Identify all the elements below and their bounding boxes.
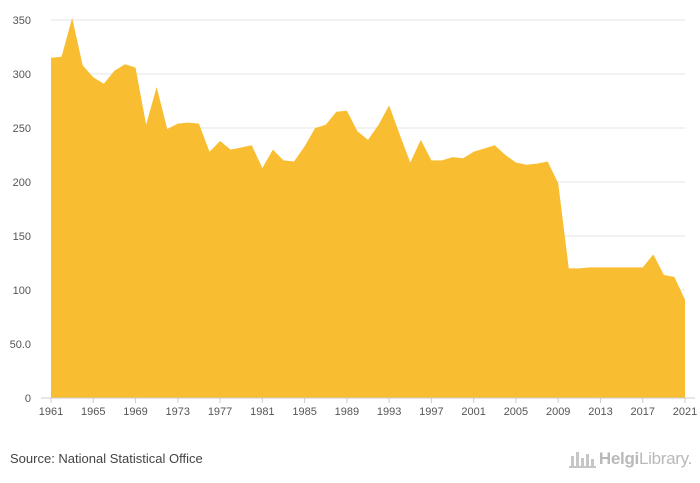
x-tick-label: 2021 <box>673 406 697 418</box>
x-tick-label: 1969 <box>123 406 147 418</box>
x-tick-label: 1997 <box>419 406 443 418</box>
y-tick-label: 150 <box>13 231 31 243</box>
x-tick-label: 2001 <box>461 406 485 418</box>
brand-name-rest: Library. <box>638 449 692 468</box>
chart-footer: Source: National Statistical Office Helg… <box>0 438 700 483</box>
x-tick-label: 1973 <box>166 406 190 418</box>
x-tick-label: 1961 <box>39 406 63 418</box>
y-tick-label: 250 <box>13 123 31 135</box>
x-tick-label: 1965 <box>81 406 105 418</box>
x-tick-label: 2013 <box>588 406 612 418</box>
brand-logo: HelgiLibrary. <box>568 446 692 472</box>
area-fill <box>51 17 685 399</box>
x-tick-label: 1989 <box>335 406 359 418</box>
area-series <box>51 17 685 399</box>
x-tick-label: 1985 <box>292 406 316 418</box>
brand-name-bold: Helgi <box>598 449 639 468</box>
y-tick-label: 0 <box>25 393 31 405</box>
x-tick-label: 2009 <box>546 406 570 418</box>
y-tick-label: 350 <box>13 15 31 27</box>
y-tick-label: 300 <box>13 69 31 81</box>
x-tick-label: 2005 <box>504 406 528 418</box>
y-axis-labels: 0 50.0 100 150 200 250 300 350 <box>10 15 31 405</box>
x-tick-label: 1993 <box>377 406 401 418</box>
x-axis-labels: 1961 1965 1969 1973 1977 1981 1985 1989 1993 1997… <box>39 406 697 418</box>
x-tick-label: 2017 <box>630 406 654 418</box>
x-axis <box>41 397 695 403</box>
x-tick-label: 1977 <box>208 406 232 418</box>
y-tick-label: 50.0 <box>10 339 31 351</box>
area-chart: 0 50.0 100 150 200 250 300 350 1961 1965 1969 1973… <box>10 15 698 418</box>
y-tick-label: 200 <box>13 177 31 189</box>
source-note: Source: National Statistical Office <box>10 451 203 466</box>
y-tick-label: 100 <box>13 285 31 297</box>
library-logo-icon <box>568 452 596 468</box>
brand-name: HelgiLibrary. <box>599 449 692 469</box>
x-tick-label: 1981 <box>250 406 274 418</box>
